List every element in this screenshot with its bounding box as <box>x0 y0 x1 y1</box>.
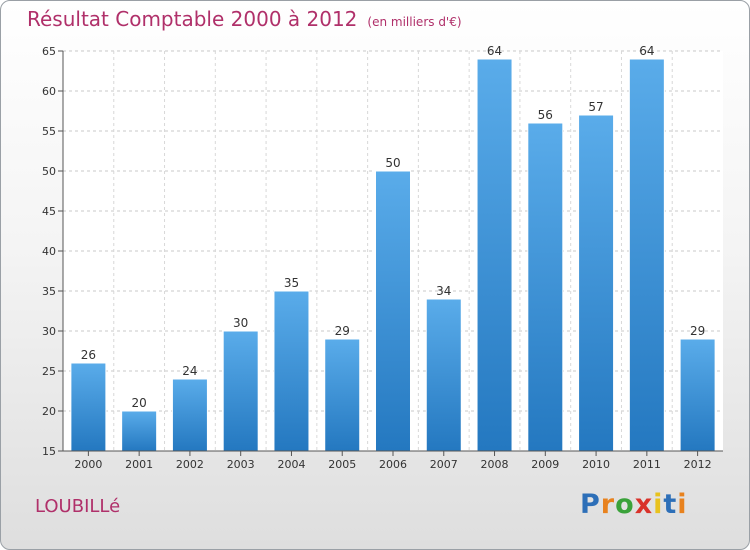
y-tick-label: 25 <box>42 365 56 378</box>
data-label-2001: 20 <box>132 396 147 410</box>
location-name: LOUBILLé <box>35 496 121 517</box>
data-label-2007: 34 <box>436 284 451 298</box>
x-tick-label-2000: 2000 <box>74 458 102 471</box>
x-tick-label-2002: 2002 <box>176 458 204 471</box>
x-tick-label-2011: 2011 <box>633 458 661 471</box>
bars-group <box>70 58 716 452</box>
x-tick-label-2005: 2005 <box>328 458 356 471</box>
proxiti-logo: Proxiti <box>580 489 688 520</box>
bar-2008 <box>476 58 513 452</box>
x-tick-label-2004: 2004 <box>277 458 305 471</box>
y-tick-label: 35 <box>42 285 56 298</box>
y-tick-label: 20 <box>42 405 56 418</box>
chart-subtitle: (en milliers d'€) <box>367 15 462 29</box>
bar-2012 <box>679 338 716 452</box>
data-label-2010: 57 <box>588 100 603 114</box>
bar-2003 <box>222 330 259 452</box>
x-tick-label-2001: 2001 <box>125 458 153 471</box>
x-tick-label-2007: 2007 <box>430 458 458 471</box>
logo-letter: r <box>600 489 616 520</box>
labels-group: 15 20 25 30 35 40 45 50 55 60 65 26 2000 20 2001 24 2002… <box>42 44 712 471</box>
y-tick-label: 30 <box>42 325 56 338</box>
data-label-2012: 29 <box>690 324 705 338</box>
data-label-2000: 26 <box>81 348 96 362</box>
axes-group <box>58 50 723 456</box>
logo-letter: i <box>677 489 688 520</box>
x-tick-label-2008: 2008 <box>481 458 509 471</box>
data-label-2011: 64 <box>639 44 654 58</box>
x-tick-label-2009: 2009 <box>531 458 559 471</box>
y-tick-label: 60 <box>42 85 56 98</box>
title-text: Résultat Comptable 2000 à 2012 <box>27 7 358 31</box>
bar-2007 <box>425 298 462 452</box>
y-tick-label: 45 <box>42 205 56 218</box>
bar-2010 <box>578 114 615 452</box>
bar-2001 <box>121 410 158 452</box>
logo-letter: P <box>580 489 601 520</box>
data-label-2002: 24 <box>182 364 197 378</box>
y-tick-label: 55 <box>42 125 56 138</box>
data-label-2008: 64 <box>487 44 502 58</box>
data-label-2005: 29 <box>335 324 350 338</box>
logo-letter: t <box>663 489 678 520</box>
data-label-2003: 30 <box>233 316 248 330</box>
x-tick-label-2006: 2006 <box>379 458 407 471</box>
bar-2004 <box>273 290 310 452</box>
bar-2000 <box>70 362 107 452</box>
chart-title: Résultat Comptable 2000 à 2012 (en millie… <box>27 7 462 31</box>
bar-2002 <box>171 378 208 452</box>
bar-2006 <box>375 170 411 452</box>
logo-letter: i <box>653 489 664 520</box>
x-tick-label-2010: 2010 <box>582 458 610 471</box>
logo-letter: o <box>615 489 635 520</box>
data-label-2006: 50 <box>385 156 400 170</box>
logo-letter: x <box>634 489 654 520</box>
bar-2009 <box>527 122 564 452</box>
y-tick-label: 50 <box>42 165 56 178</box>
y-tick-label: 15 <box>42 445 56 458</box>
x-tick-label-2012: 2012 <box>684 458 712 471</box>
bar-2011 <box>628 58 665 452</box>
bar-2005 <box>324 338 361 452</box>
y-tick-label: 40 <box>42 245 56 258</box>
data-label-2004: 35 <box>284 276 299 290</box>
data-label-2009: 56 <box>538 108 553 122</box>
y-tick-label: 65 <box>42 45 56 58</box>
x-tick-label-2003: 2003 <box>227 458 255 471</box>
